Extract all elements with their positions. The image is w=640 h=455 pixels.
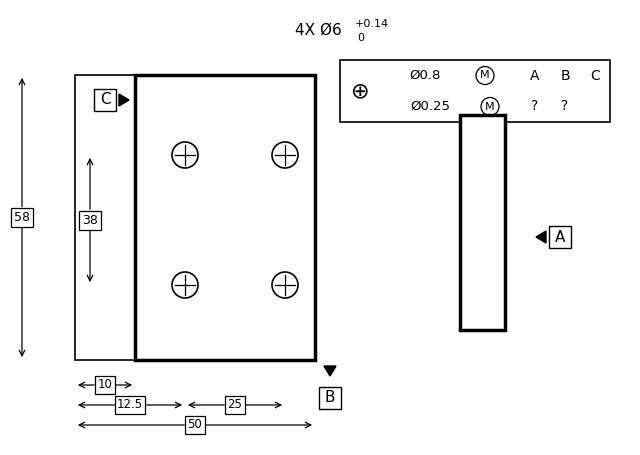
Text: B: B bbox=[324, 390, 335, 405]
Text: ⊕: ⊕ bbox=[351, 81, 369, 101]
Bar bbox=[79, 211, 101, 229]
Text: B: B bbox=[560, 69, 570, 82]
Bar bbox=[460, 115, 505, 330]
Text: 头条 智造汽车模具圈: 头条 智造汽车模具圈 bbox=[502, 435, 558, 445]
Text: ?: ? bbox=[561, 100, 568, 113]
Text: 4X Ø6: 4X Ø6 bbox=[295, 22, 342, 37]
Text: M: M bbox=[480, 71, 490, 81]
Polygon shape bbox=[119, 94, 129, 106]
Bar bbox=[340, 60, 610, 122]
Bar bbox=[75, 75, 315, 360]
Text: M: M bbox=[485, 101, 495, 111]
Text: 50: 50 bbox=[188, 419, 202, 431]
Bar bbox=[549, 226, 571, 248]
Bar bbox=[135, 75, 315, 360]
Text: 0: 0 bbox=[357, 33, 364, 43]
Polygon shape bbox=[324, 366, 336, 376]
Bar bbox=[94, 89, 116, 111]
Text: Ø0.8: Ø0.8 bbox=[410, 69, 441, 82]
Text: +0.14: +0.14 bbox=[355, 19, 389, 29]
Polygon shape bbox=[536, 231, 546, 243]
Text: Ø0.25: Ø0.25 bbox=[410, 100, 450, 113]
Text: C: C bbox=[590, 69, 600, 82]
Text: 12.5: 12.5 bbox=[117, 399, 143, 411]
Text: 10: 10 bbox=[97, 379, 113, 391]
Text: ?: ? bbox=[531, 100, 539, 113]
Bar bbox=[11, 208, 33, 227]
Text: C: C bbox=[100, 92, 110, 107]
Bar bbox=[186, 416, 205, 434]
Text: A: A bbox=[531, 69, 540, 82]
Bar bbox=[115, 396, 145, 414]
Bar bbox=[95, 376, 115, 394]
Bar bbox=[319, 387, 341, 409]
Text: 58: 58 bbox=[14, 211, 30, 224]
Text: 38: 38 bbox=[82, 213, 98, 227]
Text: 25: 25 bbox=[228, 399, 243, 411]
Bar bbox=[225, 396, 244, 414]
Text: A: A bbox=[555, 229, 565, 244]
